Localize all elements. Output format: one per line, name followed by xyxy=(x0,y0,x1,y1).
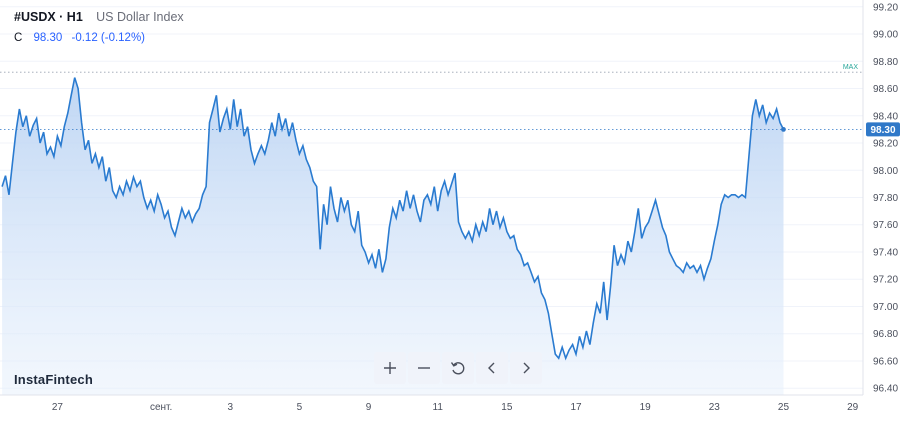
time-tick-label: 27 xyxy=(52,402,64,413)
time-tick-label: сент. xyxy=(150,402,172,413)
instrument-description: US Dollar Index xyxy=(96,10,184,24)
last-price-dot xyxy=(781,126,786,132)
plus-icon xyxy=(384,362,396,374)
price-tick-label: 97.40 xyxy=(873,247,898,258)
price-line xyxy=(1,77,785,361)
time-tick-label: 25 xyxy=(778,402,790,413)
symbol-label[interactable]: #USDX · H1 xyxy=(14,10,83,24)
price-tick-label: 98.20 xyxy=(873,139,898,150)
time-tick-label: 11 xyxy=(433,402,444,413)
zoom-in-button[interactable] xyxy=(374,352,406,384)
close-label: C xyxy=(14,32,23,44)
price-tick-label: 97.60 xyxy=(873,220,898,231)
time-tick-label: 17 xyxy=(570,402,582,413)
brand-logo: InstaFintech xyxy=(14,372,93,387)
time-tick-label: 3 xyxy=(227,402,233,413)
price-tick-label: 99.20 xyxy=(873,2,898,13)
chevron-right-icon xyxy=(523,362,530,374)
close-value: 98.30 xyxy=(33,32,63,44)
price-tick-label: 98.00 xyxy=(873,166,898,177)
last-price-tag: 98.30 xyxy=(866,122,900,137)
price-tick-label: 97.20 xyxy=(873,275,898,286)
time-tick-label: 29 xyxy=(847,402,859,413)
time-tick-label: 5 xyxy=(297,402,303,413)
change-value: -0.12 (-0.12%) xyxy=(71,32,146,44)
scroll-right-button[interactable] xyxy=(510,352,542,384)
price-tick-label: 97.80 xyxy=(873,193,898,204)
price-tick-label: 97.00 xyxy=(873,302,898,313)
chart-navigation-toolbar xyxy=(374,352,542,386)
time-tick-label: 9 xyxy=(366,402,372,413)
price-tick-label: 96.60 xyxy=(873,356,898,367)
scroll-left-button[interactable] xyxy=(476,352,508,384)
minus-icon xyxy=(418,367,430,369)
time-tick-label: 15 xyxy=(501,402,513,413)
reset-icon xyxy=(450,362,465,375)
time-tick-label: 19 xyxy=(640,402,652,413)
price-tick-label: 99.00 xyxy=(873,30,898,41)
price-area-fill xyxy=(2,77,784,395)
chevron-left-icon xyxy=(488,362,495,374)
price-axis[interactable]: 99.20 99.00 98.80 98.60 98.40 98.20 98.00 97.80… xyxy=(873,2,898,394)
time-tick-label: 23 xyxy=(709,402,721,413)
price-tick-label: 96.40 xyxy=(873,384,898,395)
zoom-out-button[interactable] xyxy=(408,352,440,384)
max-label: MAX xyxy=(843,64,859,71)
price-tick-label: 98.80 xyxy=(873,57,898,68)
chart-title-row: #USDX · H1 US Dollar Index xyxy=(14,10,184,24)
price-tick-label: 96.80 xyxy=(873,329,898,340)
last-price-tag-text: 98.30 xyxy=(870,125,895,136)
price-tick-label: 98.40 xyxy=(873,111,898,122)
ohlc-row: C 98.30 -0.12 (-0.12%) xyxy=(14,32,145,44)
price-tick-label: 98.60 xyxy=(873,84,898,95)
reset-button[interactable] xyxy=(442,352,474,384)
time-axis[interactable]: 27 сент. 3 5 9 11 15 17 19 23 25 29 xyxy=(52,402,859,413)
